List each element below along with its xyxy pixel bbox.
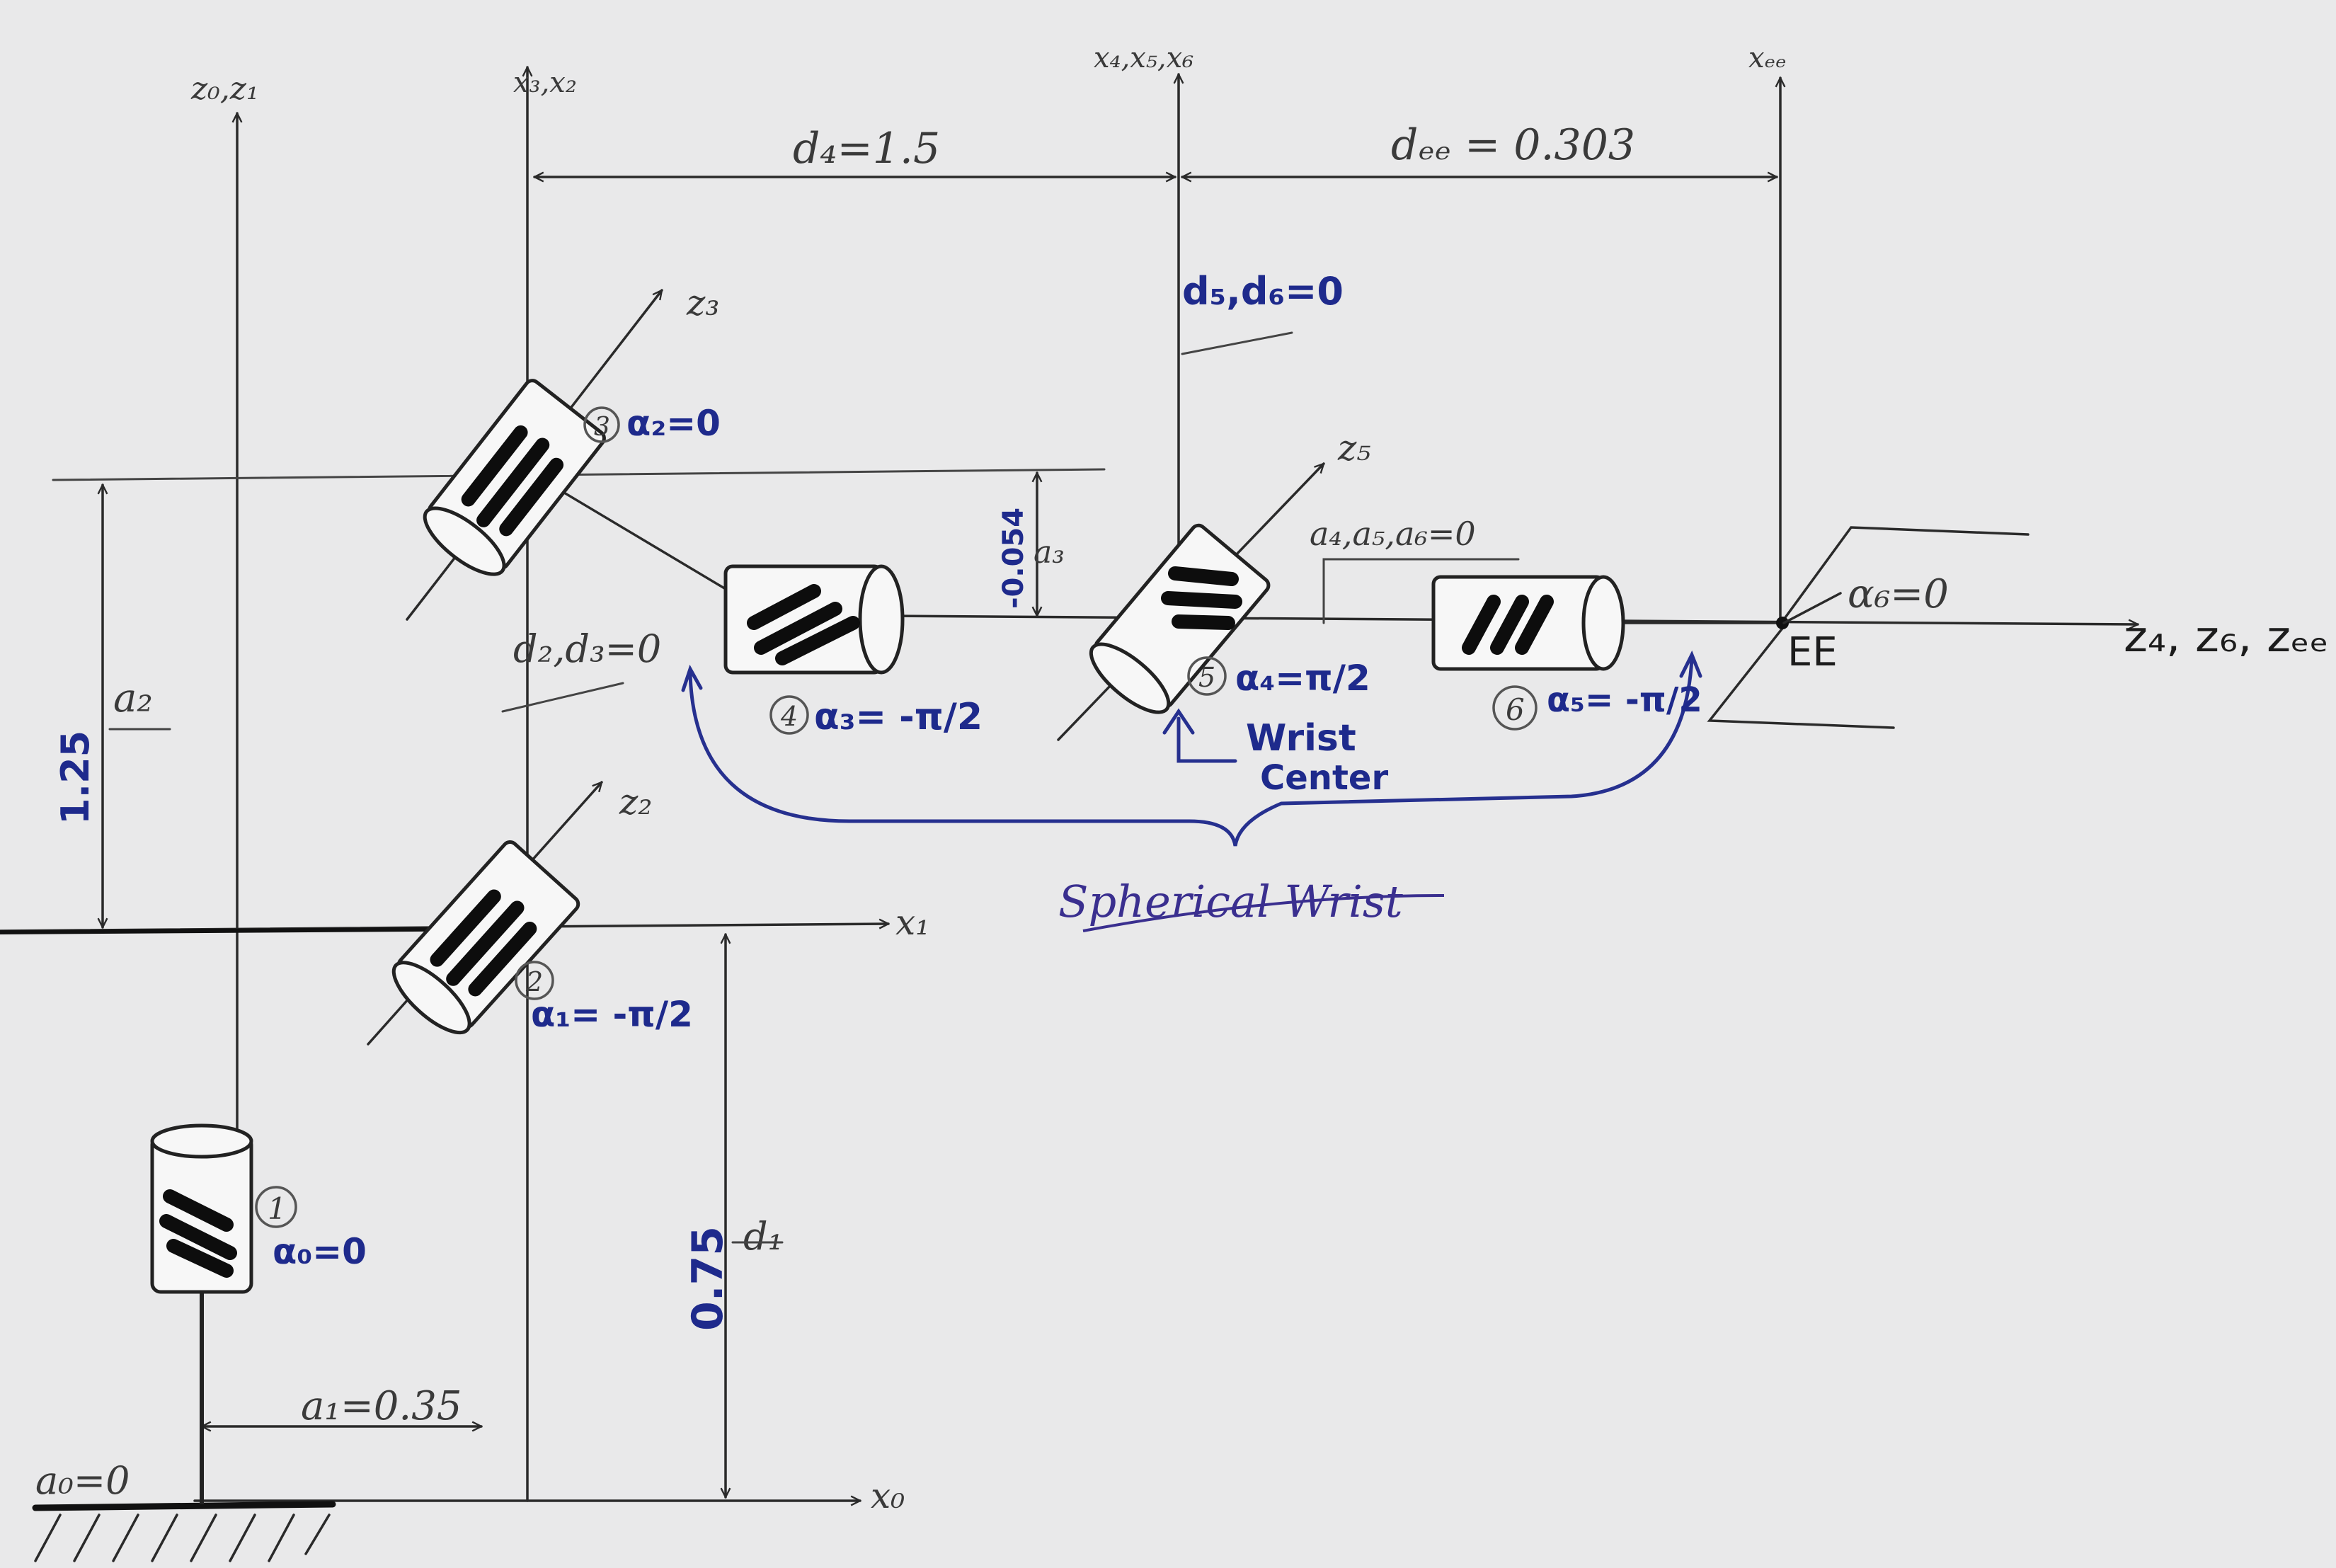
a1-label: a₁=0.35 — [301, 1383, 462, 1429]
joint-labels: 1 α₀=0 2 α₁= -π/2 3 α₂=0 4 α₃= -π/2 5 α₄… — [268, 403, 1702, 1272]
joint-5-alpha: α₄=π/2 — [1235, 658, 1370, 699]
joint-3 — [423, 379, 606, 576]
spherical-wrist-underline — [1082, 894, 1445, 932]
x1-label: x₁ — [895, 902, 929, 943]
ground-hatching — [34, 1513, 331, 1562]
axis-lines — [0, 66, 2139, 1501]
ee-point — [1776, 617, 1789, 629]
x0-label: x₀ — [871, 1475, 905, 1516]
joint-6-alpha: α₅= -π/2 — [1547, 680, 1702, 720]
wrist-annotations: Wrist Center Spherical Wrist — [1058, 717, 1403, 927]
a2-label: a₂ — [113, 675, 153, 721]
alpha6-leader — [1782, 592, 1842, 624]
joint-3-alpha: α₂=0 — [626, 403, 721, 444]
joint-2-marker — [515, 961, 554, 1000]
spherical-wrist-brace — [681, 650, 1702, 932]
xee-label: xₑₑ — [1748, 42, 1787, 74]
spherical-wrist-label: Spherical Wrist — [1058, 876, 1403, 927]
end-effector-labels: EE α₆=0 — [1787, 571, 1949, 675]
a456-label: a₄,a₅,a₆=0 — [1310, 515, 1476, 553]
a2-value: 1.25 — [53, 731, 98, 825]
dee-label: dₑₑ = 0.303 — [1391, 120, 1635, 170]
ee-label: EE — [1787, 629, 1838, 675]
wrist-center-line1: Wrist — [1246, 717, 1356, 760]
d1-value: 0.75 — [683, 1226, 733, 1331]
d2-d3-underline — [501, 682, 624, 713]
wrist-center-pointer-head — [1162, 708, 1195, 735]
d4-label: d₄=1.5 — [793, 124, 940, 173]
z2-label: z₂ — [619, 782, 652, 823]
a0-label: a₀=0 — [35, 1458, 130, 1503]
joint-number-markers — [255, 406, 1538, 1228]
alpha6-label: α₆=0 — [1848, 571, 1949, 617]
wrist-brace-arrow-right — [1679, 650, 1702, 678]
joint-6-number: 6 — [1506, 692, 1525, 727]
joint-5-number: 5 — [1198, 662, 1215, 693]
a456-leader — [1322, 558, 1520, 624]
axis-labels: z₀,z₁ x₃,x₂ x₄,x₅,x₆ xₑₑ z₃ z₅ z₂ x₁ x₀ … — [190, 42, 2329, 1516]
joint-2-alpha: α₁= -π/2 — [531, 994, 693, 1035]
joint-6-marker — [1492, 685, 1538, 731]
gripper-lower-finger — [1707, 625, 1895, 729]
wrist-brace-arrow-left — [681, 664, 703, 692]
x1-axis-heavy — [0, 927, 512, 934]
joint-5-marker — [1187, 656, 1227, 696]
joint-1-number: 1 — [268, 1191, 287, 1226]
ground-line — [32, 1501, 336, 1511]
joint-2 — [391, 840, 580, 1035]
z5-label: z₅ — [1337, 428, 1370, 469]
d5-d6-label: d₅,d₆=0 — [1182, 269, 1344, 314]
gripper-upper-finger — [1782, 526, 2029, 621]
joint-1-marker — [255, 1186, 297, 1228]
d2-d3-label: d₂,d₃=0 — [513, 626, 661, 671]
dimension-labels: d₄=1.5 dₑₑ = 0.303 d₅,d₆=0 d₂,d₃=0 -0.05… — [35, 120, 1635, 1503]
joint-4-number: 4 — [780, 701, 798, 732]
d5-d6-underline — [1181, 331, 1293, 355]
a3-label: a₃ — [1034, 534, 1065, 571]
a3-value: -0.054 — [997, 508, 1030, 609]
dimension-arrows — [103, 177, 1778, 1499]
joint-1 — [150, 1123, 253, 1504]
joint-4 — [723, 564, 905, 675]
d1-label: d₁ — [743, 1214, 783, 1259]
joint-5-hatching — [1161, 566, 1242, 630]
z3-label: z₃ — [686, 282, 719, 324]
joint-4-alpha: α₃= -π/2 — [814, 696, 983, 738]
ground — [32, 1501, 336, 1562]
joint-3-marker — [583, 406, 620, 443]
wrist-center-line2: Center — [1260, 758, 1388, 798]
joint-1-alpha: α₀=0 — [273, 1231, 367, 1272]
z4-z6-zee-label: z₄, z₆, zₑₑ — [2124, 612, 2329, 662]
wrist-center-pointer — [1176, 716, 1237, 763]
wrist-brace-curve — [688, 656, 1694, 847]
z0-z1-label: z₀,z₁ — [190, 71, 259, 107]
joint-4-marker — [769, 695, 809, 735]
x3-x2-label: x₃,x₂ — [513, 67, 577, 99]
x4-x5-x6-label: x₄,x₅,x₆ — [1094, 42, 1193, 74]
joint-2-number: 2 — [525, 966, 543, 997]
joint-6 — [1431, 575, 1625, 671]
joint-3-number: 3 — [594, 413, 610, 442]
